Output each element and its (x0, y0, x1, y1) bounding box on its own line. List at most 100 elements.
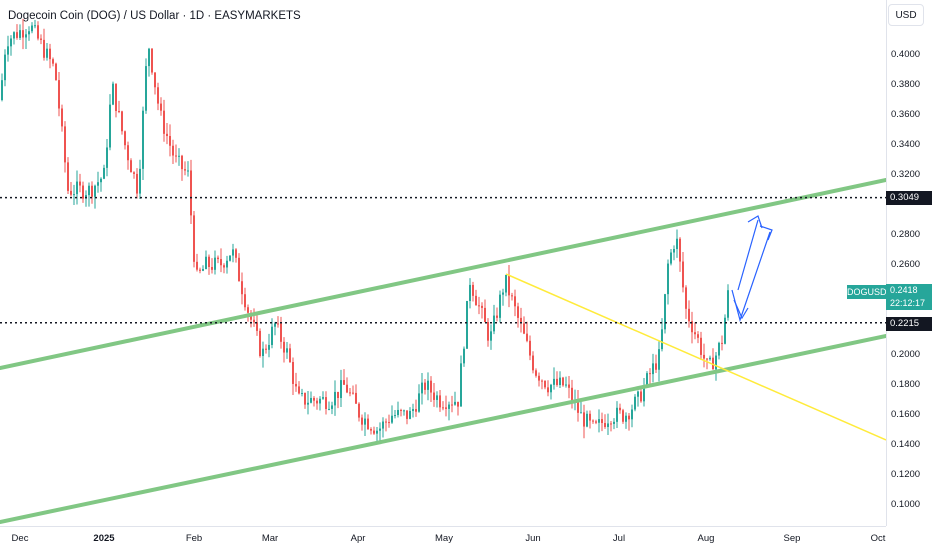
candle-body (262, 348, 264, 357)
candle-body (31, 25, 33, 32)
currency-button[interactable]: USD (888, 4, 924, 26)
candle-body (520, 317, 522, 324)
candle-body (508, 274, 510, 296)
candle-body (166, 133, 168, 137)
time-axis[interactable] (0, 526, 886, 550)
time-tick-label: Dec (11, 533, 29, 544)
candle-body (232, 249, 234, 256)
chart-area[interactable] (0, 0, 886, 526)
candle-body (427, 380, 429, 390)
candle-body (595, 421, 597, 423)
candle-body (637, 391, 639, 397)
candle-body (673, 248, 675, 253)
candle-body (328, 408, 330, 410)
candle-body (361, 417, 363, 425)
time-tick-label: Sep (783, 533, 801, 544)
candle-body (172, 145, 174, 156)
candle-body (139, 168, 141, 194)
candle-body (547, 387, 549, 393)
channel-lower-line (0, 334, 886, 524)
candle-body (517, 306, 519, 318)
candle-body (580, 412, 582, 414)
candle-body (622, 410, 624, 422)
candle-body (4, 54, 6, 81)
candle-body (541, 380, 543, 382)
candle-body (694, 332, 696, 335)
candle-body (322, 397, 324, 399)
candle-body (667, 263, 669, 295)
candle-body (382, 421, 384, 429)
candle-body (22, 30, 24, 38)
projection-arrowhead (759, 225, 773, 241)
candle-body (16, 32, 18, 38)
candle-body (91, 185, 93, 197)
candle-body (598, 419, 600, 423)
candle-body (103, 167, 105, 179)
candle-body (409, 410, 411, 419)
candle-body (454, 401, 456, 405)
candle-body (97, 182, 99, 186)
candle-body (133, 172, 135, 174)
candle-body (475, 295, 477, 306)
candle-body (721, 342, 723, 344)
candle-body (220, 259, 222, 266)
candle-body (82, 185, 84, 199)
candle-body (685, 287, 687, 309)
candle-body (241, 281, 243, 295)
candle-body (502, 292, 504, 295)
candle-body (613, 421, 615, 424)
chart-title: Dogecoin Coin (DOG) / US Dollar · 1D · E… (8, 10, 301, 22)
candle-body (127, 145, 129, 161)
price-tick-label: 0.1000 (891, 499, 921, 510)
projection-arrow-path (737, 219, 759, 291)
candle-body (130, 160, 132, 173)
candle-body (445, 407, 447, 409)
yellow-trendline (505, 273, 886, 441)
candle-body (85, 195, 87, 199)
candle-body (175, 155, 177, 157)
candle-body (568, 384, 570, 388)
candle-body (703, 354, 705, 359)
candle-body (646, 373, 648, 386)
candle-body (589, 413, 591, 421)
candle-body (10, 38, 12, 47)
candle-body (553, 378, 555, 385)
candle-body (304, 393, 306, 405)
price-chart[interactable] (0, 0, 886, 526)
candle-body (571, 387, 573, 402)
candle-body (400, 409, 402, 411)
candle-body (415, 409, 417, 412)
candle-body (277, 323, 279, 325)
candle-body (697, 334, 699, 338)
candle-body (505, 274, 507, 293)
time-tick-label: Aug (697, 533, 715, 544)
price-tick-label: 0.1800 (891, 379, 921, 390)
candle-body (526, 333, 528, 341)
candle-body (532, 355, 534, 371)
candle-body (469, 284, 471, 302)
candle-body (424, 382, 426, 390)
candle-body (583, 412, 585, 427)
candle-body (28, 31, 30, 35)
candle-body (433, 392, 435, 400)
candle-body (448, 404, 450, 409)
candle-body (100, 178, 102, 183)
candle-body (274, 323, 276, 327)
candle-body (376, 430, 378, 434)
candle-body (169, 136, 171, 146)
candle-body (631, 409, 633, 420)
projection-arrowhead (747, 215, 763, 229)
price-axis[interactable] (886, 0, 932, 526)
candle-body (178, 155, 180, 157)
candle-body (514, 296, 516, 307)
candle-body (712, 357, 714, 370)
candle-body (280, 323, 282, 342)
candle-body (496, 315, 498, 318)
candle-body (718, 342, 720, 356)
candle-body (70, 190, 72, 195)
candle-body (625, 415, 627, 422)
candle-body (451, 404, 453, 406)
candle-body (154, 72, 156, 88)
candle-body (640, 391, 642, 402)
candle-body (271, 326, 273, 345)
